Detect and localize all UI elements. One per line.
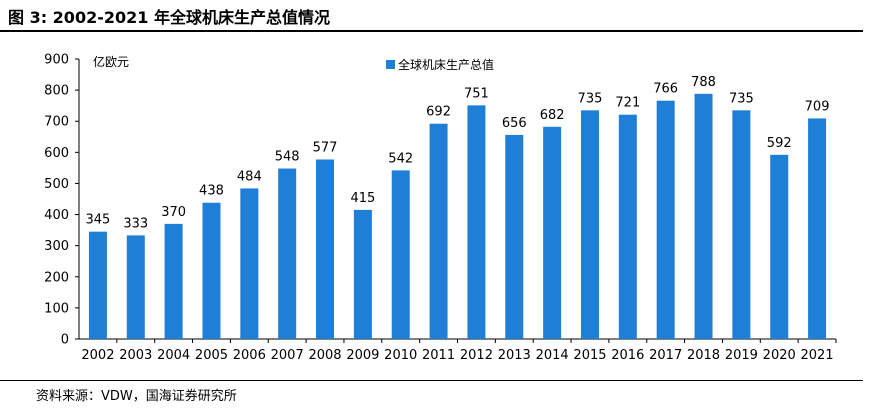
data-label-2021: 709 — [805, 99, 830, 114]
x-tick-label-2009: 2009 — [346, 348, 379, 363]
bar-2003 — [126, 235, 145, 339]
data-label-2016: 721 — [615, 96, 640, 111]
data-label-2018: 788 — [691, 75, 716, 90]
data-label-2009: 415 — [350, 191, 375, 206]
legend-label: 全球机床生产总值 — [398, 57, 494, 72]
y-tick-label: 600 — [44, 146, 69, 161]
data-label-2014: 682 — [540, 108, 565, 123]
x-tick-label-2004: 2004 — [157, 348, 190, 363]
y-tick-label: 900 — [44, 53, 69, 68]
data-label-2019: 735 — [729, 91, 754, 106]
data-label-2002: 345 — [86, 213, 111, 228]
bar-2008 — [316, 159, 335, 339]
chart-legend: 全球机床生产总值 — [386, 57, 494, 72]
data-label-2005: 438 — [199, 184, 224, 199]
x-tick-label-2019: 2019 — [725, 348, 758, 363]
data-label-2020: 592 — [767, 136, 792, 151]
data-label-2017: 766 — [653, 82, 678, 97]
bar-2017 — [656, 100, 675, 339]
figure-title: 图 3: 2002-2021 年全球机床生产总值情况 — [8, 8, 330, 27]
x-tick-label-2010: 2010 — [384, 348, 417, 363]
x-tick-label-2007: 2007 — [271, 348, 304, 363]
data-label-2003: 333 — [123, 216, 148, 231]
x-tick-label-2017: 2017 — [649, 348, 682, 363]
y-tick-label: 200 — [44, 270, 69, 285]
data-label-2011: 692 — [426, 105, 451, 120]
data-label-2008: 577 — [313, 140, 338, 155]
x-tick-label-2012: 2012 — [460, 348, 493, 363]
bar-2021 — [808, 118, 827, 339]
x-tick-label-2015: 2015 — [573, 348, 606, 363]
bar-2016 — [618, 114, 637, 339]
x-tick-label-2018: 2018 — [687, 348, 720, 363]
bar-2007 — [278, 168, 297, 339]
y-tick-label: 500 — [44, 177, 69, 192]
data-label-2006: 484 — [237, 169, 262, 184]
bar-2010 — [391, 170, 410, 339]
x-tick-label-2003: 2003 — [119, 348, 152, 363]
y-tick-label: 100 — [44, 301, 69, 316]
y-tick-label: 800 — [44, 84, 69, 99]
bar-2019 — [732, 110, 751, 339]
chart-bars — [88, 93, 827, 339]
x-tick-label-2006: 2006 — [233, 348, 266, 363]
y-tick-label: 700 — [44, 115, 69, 130]
y-tick-label: 300 — [44, 239, 69, 254]
title-rule — [0, 30, 863, 32]
bar-2002 — [88, 231, 107, 339]
legend-swatch — [386, 60, 395, 69]
bar-2014 — [543, 126, 562, 339]
data-label-2007: 548 — [275, 150, 300, 165]
bar-2006 — [240, 188, 259, 339]
data-label-2013: 656 — [502, 116, 527, 131]
x-tick-label-2008: 2008 — [308, 348, 341, 363]
bar-2012 — [467, 105, 486, 339]
y-tick-label: 400 — [44, 208, 69, 223]
bar-2004 — [164, 223, 183, 339]
bar-2009 — [353, 209, 372, 339]
bar-2015 — [580, 110, 599, 339]
data-label-2012: 751 — [464, 86, 489, 101]
x-tick-label-2021: 2021 — [801, 348, 834, 363]
x-tick-label-2011: 2011 — [422, 348, 455, 363]
x-tick-label-2014: 2014 — [536, 348, 569, 363]
data-label-2015: 735 — [578, 91, 603, 106]
x-tick-label-2013: 2013 — [498, 348, 531, 363]
y-axis-label: 亿欧元 — [93, 54, 129, 69]
bar-2005 — [202, 202, 221, 339]
bar-2020 — [770, 154, 789, 339]
y-tick-label: 0 — [61, 333, 69, 348]
data-label-2004: 370 — [161, 205, 186, 220]
x-tick-label-2005: 2005 — [195, 348, 228, 363]
bar-2011 — [429, 123, 448, 339]
chart-axes: 0 100 200 300 400 500 600 700 800 900 亿欧元 2002 2003 2… — [44, 53, 837, 363]
bar-2018 — [694, 93, 713, 339]
source-note: 资料来源：VDW，国海证券研究所 — [36, 389, 237, 404]
chart-data-labels: 345 333 370 438 484 548 577 415 542 692 751 656 682 7… — [86, 75, 830, 232]
data-label-2010: 542 — [388, 151, 413, 166]
x-tick-label-2020: 2020 — [763, 348, 796, 363]
bar-2013 — [505, 134, 524, 339]
x-tick-label-2002: 2002 — [81, 348, 114, 363]
x-tick-label-2016: 2016 — [611, 348, 644, 363]
source-rule — [0, 380, 863, 381]
